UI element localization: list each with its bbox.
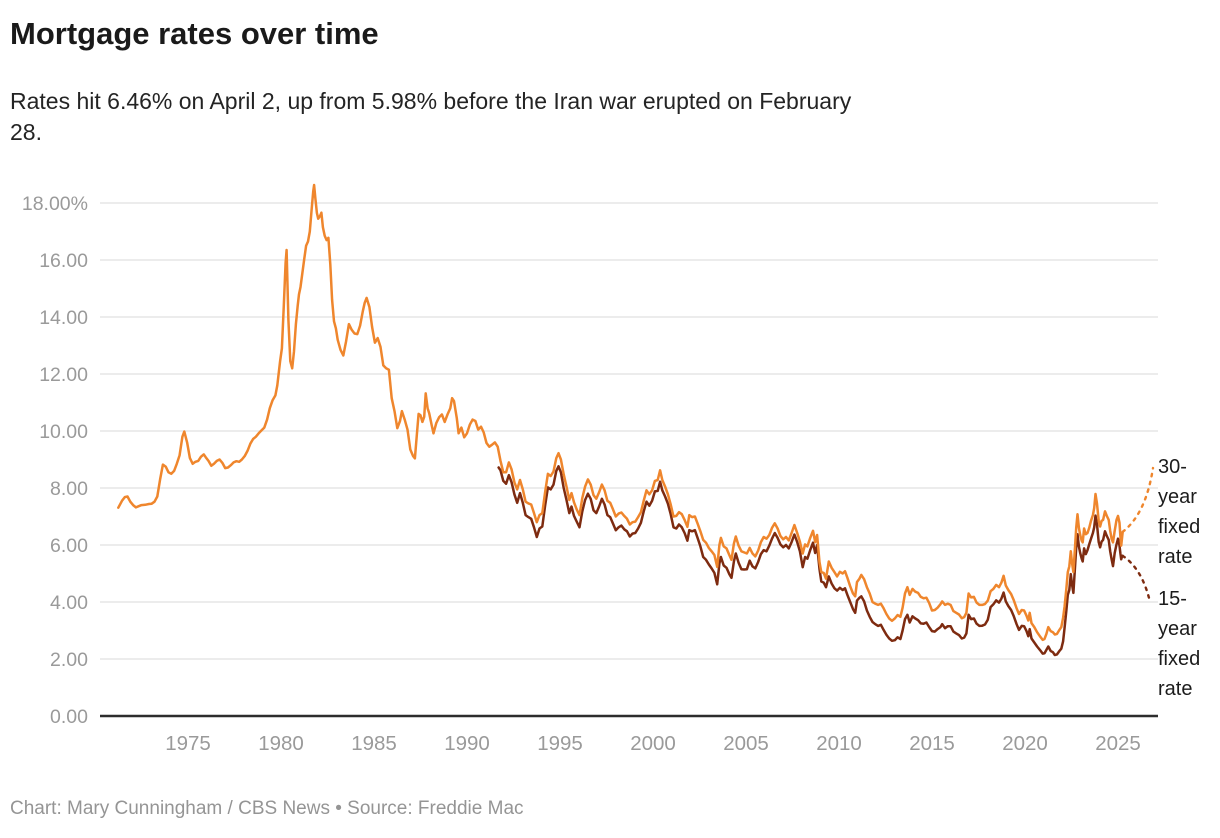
y-axis-tick-label: 16.00	[39, 250, 88, 272]
chart-title: Mortgage rates over time	[10, 16, 379, 51]
x-axis-tick-label: 2010	[816, 732, 862, 755]
x-axis-tick-label: 1990	[444, 732, 490, 755]
series-line-30-year	[117, 183, 1124, 642]
series-label-15-year-fixed-rate: 15- year fixed rate	[1158, 588, 1201, 700]
y-axis-tick-label: 18.00%	[22, 193, 88, 215]
x-axis-tick-label: 2015	[909, 732, 955, 755]
y-axis-tick-label: 8.00	[50, 478, 88, 500]
y-axis-tick-label: 6.00	[50, 535, 88, 557]
x-axis-tick-label: 2000	[630, 732, 676, 755]
x-axis-tick-label: 2005	[723, 732, 769, 755]
chart-credit: Chart: Mary Cunningham / CBS News • Sour…	[10, 798, 524, 819]
x-axis-tick-label: 1980	[258, 732, 304, 755]
leader-line-15-year	[1121, 554, 1152, 604]
x-axis-tick-label: 1975	[165, 732, 211, 755]
chart-subtitle: Rates hit 6.46% on April 2, up from 5.98…	[10, 88, 852, 145]
x-axis-tick-label: 1995	[537, 732, 583, 755]
y-axis-tick-label: 12.00	[39, 364, 88, 386]
x-axis-tick-label: 2025	[1095, 732, 1141, 755]
y-axis-tick-label: 0.00	[50, 706, 88, 728]
series-line-15-year	[497, 465, 1124, 657]
leader-line-30-year	[1121, 466, 1155, 534]
y-axis-tick-label: 4.00	[50, 592, 88, 614]
y-axis-tick-label: 10.00	[39, 421, 88, 443]
y-axis-tick-label: 14.00	[39, 307, 88, 329]
x-axis-tick-label: 2020	[1002, 732, 1048, 755]
y-axis-tick-label: 2.00	[50, 649, 88, 671]
series-label-30-year-fixed-rate: 30- year fixed rate	[1158, 456, 1201, 568]
x-axis-tick-label: 1985	[351, 732, 397, 755]
